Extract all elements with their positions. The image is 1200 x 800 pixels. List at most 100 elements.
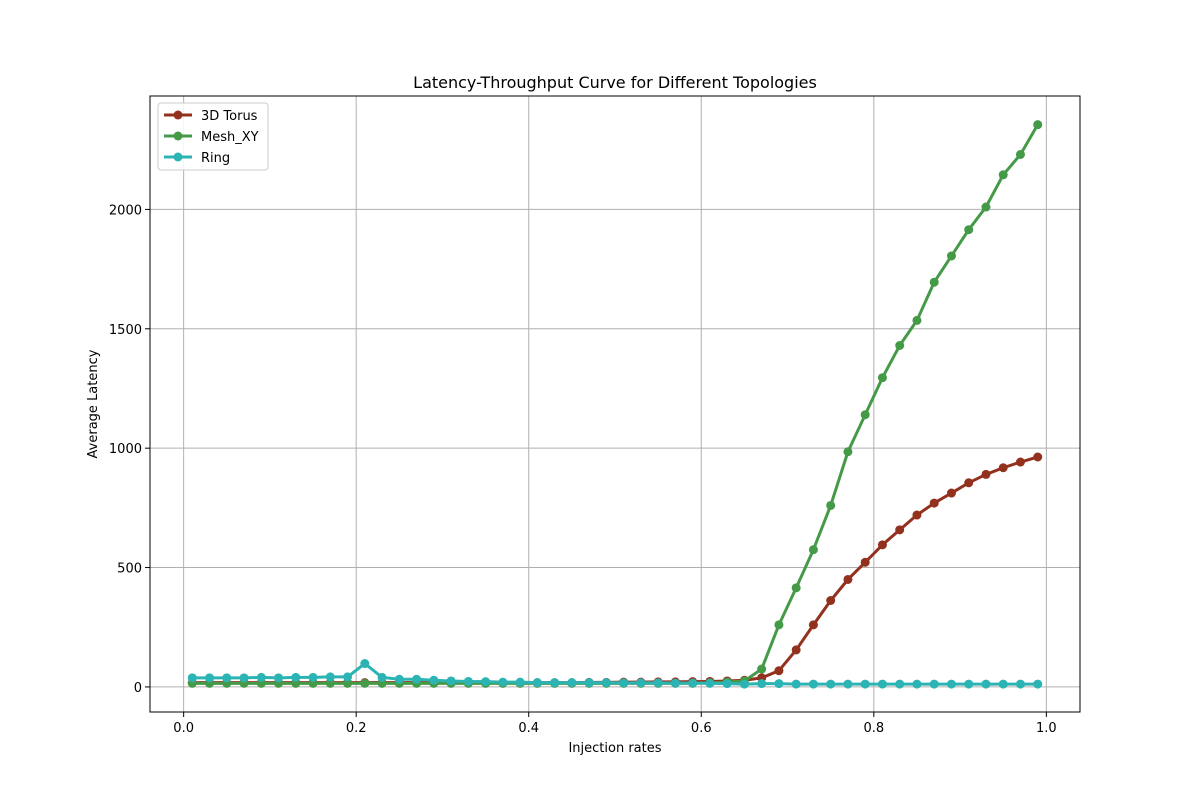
- mesh-xy-point: [1015, 149, 1025, 159]
- ring-point: [895, 679, 905, 689]
- ring-point: [670, 678, 680, 688]
- mesh-xy-point: [757, 664, 767, 674]
- ring-point: [325, 672, 335, 682]
- 3d-torus-point: [860, 557, 870, 567]
- legend-box: [157, 102, 269, 171]
- legend: 3D Torus Mesh_XY Ring: [157, 102, 269, 171]
- mesh-xy-point: [343, 678, 353, 688]
- legend-3d-torus-label: 3D Torus: [201, 109, 258, 124]
- ring-point: [1033, 679, 1043, 689]
- 3d-torus-point: [877, 540, 887, 550]
- ring-point: [860, 679, 870, 689]
- mesh-xy-point: [912, 315, 922, 325]
- x-tick-label: 0.6: [691, 721, 712, 736]
- y-axis-title: Average Latency: [86, 349, 101, 458]
- series-layer: [187, 120, 1043, 689]
- mesh-xy-point: [964, 225, 974, 235]
- ring-point: [239, 673, 249, 683]
- legend-mesh-xy-label: Mesh_XY: [201, 130, 259, 145]
- x-tick-label: 0.0: [173, 721, 194, 736]
- ring-point: [636, 678, 646, 688]
- ring-point: [412, 674, 422, 684]
- 3d-torus-point: [1015, 457, 1025, 467]
- ring-point: [1015, 679, 1025, 689]
- ring-point: [274, 673, 284, 683]
- 3d-torus-point: [826, 595, 836, 605]
- x-axis-ticks: 0.0 0.2 0.4 0.6 0.8 1.0: [173, 712, 1057, 736]
- ring-point: [653, 678, 663, 688]
- plot-frame: [149, 95, 1081, 713]
- mesh-xy-point: [1033, 120, 1043, 130]
- ring-point: [532, 678, 542, 688]
- ring-point: [584, 678, 594, 688]
- 3d-torus-point: [808, 620, 818, 630]
- ring-point: [722, 679, 732, 689]
- ring-point: [619, 678, 629, 688]
- mesh-xy-point: [791, 583, 801, 593]
- mesh-xy-point: [808, 545, 818, 555]
- 3d-torus-point: [895, 525, 905, 535]
- series-ring: [187, 659, 1043, 689]
- ring-point: [515, 677, 525, 687]
- ring-point: [343, 672, 353, 682]
- ring-point: [705, 678, 715, 688]
- ring-point: [912, 679, 922, 689]
- x-tick-label: 0.4: [518, 721, 539, 736]
- ring-point: [981, 679, 991, 689]
- y-tick-label: 0: [134, 681, 142, 696]
- ring-point: [808, 679, 818, 689]
- ring-point: [256, 672, 266, 682]
- 3d-torus-point: [843, 574, 853, 584]
- ring-point: [998, 679, 1008, 689]
- ring-point: [205, 673, 215, 683]
- 3d-torus-point: [998, 463, 1008, 473]
- legend-ring-label: Ring: [201, 151, 230, 166]
- ring-point: [550, 678, 560, 688]
- ring-point: [757, 679, 767, 689]
- 3d-torus-point: [791, 645, 801, 655]
- ring-point: [360, 659, 370, 669]
- 3d-torus-point: [774, 666, 784, 676]
- mesh-xy-point: [860, 410, 870, 420]
- x-tick-label: 0.8: [863, 721, 884, 736]
- y-tick-label: 1000: [109, 442, 142, 457]
- ring-point: [739, 679, 749, 689]
- ring-point: [291, 672, 301, 682]
- mesh-xy-point: [325, 678, 335, 688]
- ring-point: [946, 679, 956, 689]
- legend-3d-torus-marker: [173, 110, 183, 120]
- ring-point: [964, 679, 974, 689]
- mesh-xy-point: [895, 341, 905, 351]
- ring-point: [481, 677, 491, 687]
- legend-mesh-xy-marker: [173, 131, 183, 141]
- ring-point: [826, 679, 836, 689]
- mesh-xy-point: [981, 202, 991, 212]
- 3d-torus-point: [981, 469, 991, 479]
- mesh-xy-point: [826, 500, 836, 510]
- ring-point: [688, 678, 698, 688]
- ring-point: [446, 676, 456, 686]
- mesh-xy-point: [946, 251, 956, 261]
- y-tick-label: 500: [117, 562, 142, 577]
- 3d-torus-point: [929, 498, 939, 508]
- ring-point: [843, 679, 853, 689]
- ring-point: [222, 673, 232, 683]
- ring-point: [774, 679, 784, 689]
- mesh-xy-point: [929, 277, 939, 287]
- x-tick-label: 1.0: [1036, 721, 1057, 736]
- ring-point: [498, 677, 508, 687]
- mesh-xy-point: [360, 678, 370, 688]
- 3d-torus-point: [1033, 452, 1043, 462]
- ring-point: [429, 675, 439, 685]
- grid: [150, 96, 1080, 712]
- 3d-torus-point: [946, 488, 956, 498]
- y-axis-ticks: 0 500 1000 1500 2000: [109, 203, 150, 696]
- chart-title: Latency-Throughput Curve for Different T…: [413, 73, 817, 92]
- ring-point: [567, 678, 577, 688]
- ring-point: [601, 678, 611, 688]
- mesh-xy-point: [998, 170, 1008, 180]
- ring-point: [463, 676, 473, 686]
- mesh-xy-point: [843, 447, 853, 457]
- ring-point: [877, 679, 887, 689]
- ring-point: [394, 674, 404, 684]
